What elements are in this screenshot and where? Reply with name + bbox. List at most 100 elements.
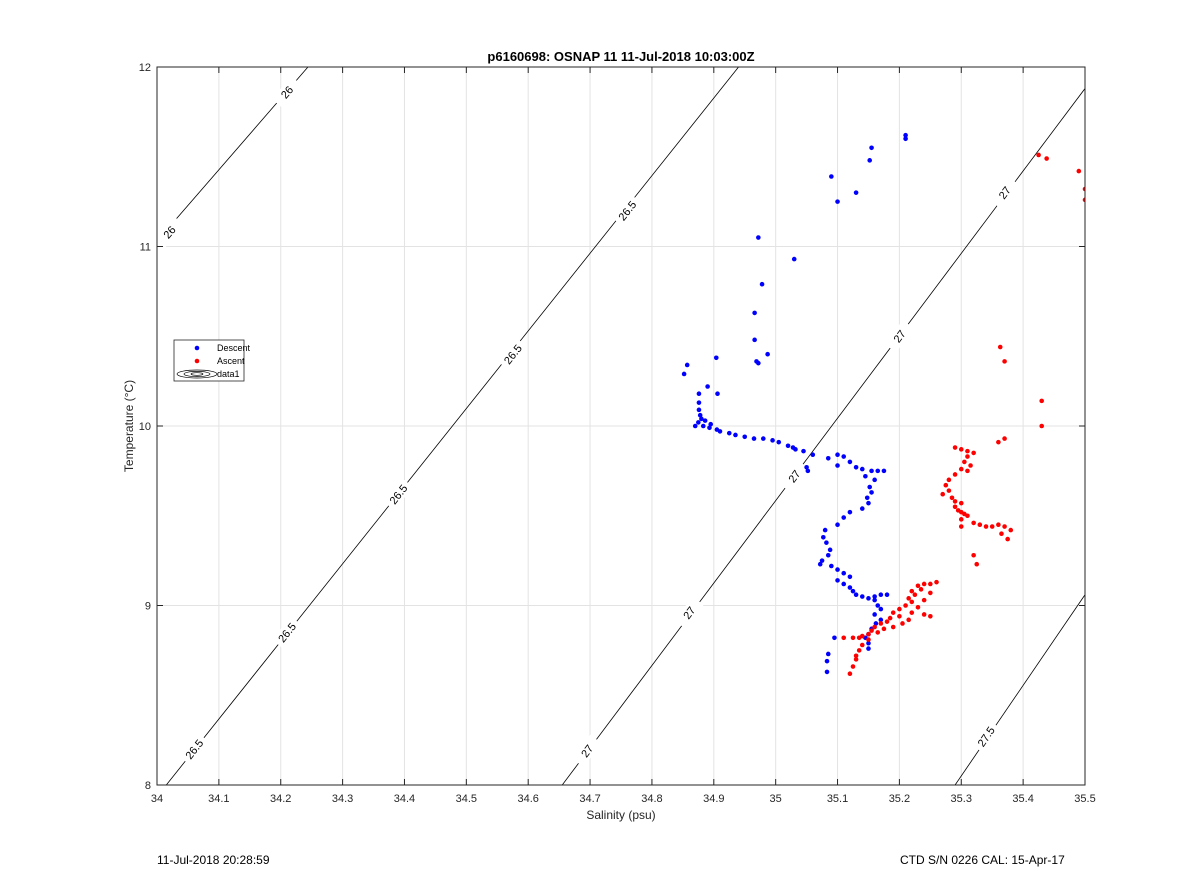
descent-point [805,468,811,474]
ascent-point [958,517,964,522]
descent-point [825,456,831,461]
ascent-point [928,590,933,596]
descent-point [867,484,873,490]
ascent-point [866,637,871,642]
descent-point [841,515,847,520]
descent-point [835,452,840,458]
ascent-point [1039,398,1044,404]
ascent-point [909,588,915,594]
descent-point [684,362,690,368]
descent-point [696,400,702,405]
contour-label-bg [989,176,1020,209]
ascent-point [971,552,976,558]
ascent-point [1005,536,1010,542]
ascent-point [952,499,958,504]
ascent-point [968,463,973,468]
descent-point [869,468,874,474]
ascent-point [875,630,881,635]
descent-point [884,592,890,598]
descent-point [853,464,859,470]
ascent-point [946,477,952,483]
ascent-point [866,631,871,637]
x-tick-label: 35.2 [889,793,910,805]
descent-point [853,190,859,195]
ascent-point [965,448,970,454]
ascent-point [971,450,976,456]
descent-point [875,468,881,474]
descent-point [804,464,809,470]
ascent-point [869,628,874,633]
y-tick-label: 11 [140,242,151,254]
descent-point [733,432,738,438]
contour-legend-icon [176,369,218,379]
ascent-point [946,488,952,493]
descent-point [810,452,816,458]
descent-point [841,454,847,459]
descent-point [835,199,840,204]
descent-point [825,651,831,657]
descent-point [866,640,871,646]
density-contour-line [954,594,1085,785]
ascent-point [934,579,939,585]
x-tick-label: 34.3 [332,793,353,805]
ascent-point [878,621,884,626]
contour-label-bg [271,76,303,109]
ascent-point [949,495,955,501]
descent-point [817,561,823,567]
descent-point [835,567,840,572]
descent-point [765,351,770,357]
descent-point [759,281,765,287]
ascent-point [977,522,983,528]
ascent-point [989,524,995,529]
contour-label-bg [497,338,528,371]
density-contour-line [165,67,739,785]
x-tick-label: 34.1 [208,793,229,805]
ascent-point [841,635,847,641]
descent-point [760,436,766,441]
ascent-point [850,635,856,641]
descent-point [872,594,877,599]
contour-label-bg [272,616,302,649]
descent-point [824,540,829,545]
ascent-point [965,454,970,459]
descent-point [866,500,871,506]
x-tick-label: 34.5 [456,793,477,805]
contour-label: 27 [681,605,698,622]
descent-point [832,635,837,641]
descent-point [859,594,865,599]
descent-point [853,592,859,598]
descent-point [827,547,833,553]
descent-point [875,603,881,608]
ascent-point [928,613,933,619]
ascent-point [856,635,862,641]
descent-point [825,552,831,558]
descent-point [715,391,720,396]
ascent-point [965,513,970,519]
ascent-point [884,619,890,624]
descent-point [859,466,865,472]
legend: Descent Ascent data1 [173,339,251,382]
descent-point [824,658,830,664]
descent-point [835,578,840,583]
descent-point [776,439,782,445]
ascent-point [974,561,980,567]
descent-point [847,459,853,465]
y-axis-label: Temperature (°C) [122,380,136,472]
descent-point [705,384,710,389]
ascent-point [912,592,918,598]
descent-point [829,563,834,569]
descent-point [903,136,908,142]
contour-label: 27 [579,743,596,760]
ascent-point [952,472,958,477]
ascent-point [909,610,915,615]
descent-point [835,463,840,468]
ascent-point [996,522,1001,528]
legend-box [173,339,245,382]
descent-point [752,337,757,343]
contour-label: 27 [892,328,909,345]
contour-label-bg [884,320,915,353]
descent-point [702,418,708,423]
descent-point [869,490,874,495]
ascent-point [958,466,964,472]
descent-point [700,423,706,429]
